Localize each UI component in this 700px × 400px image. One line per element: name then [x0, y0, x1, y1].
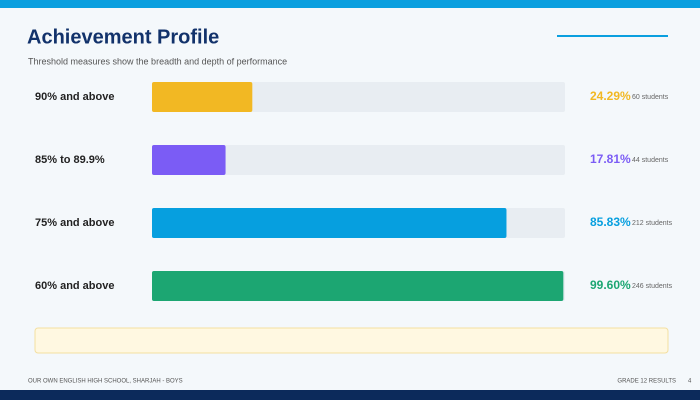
student-count: 212 students	[632, 220, 673, 227]
value-label: 24.29%	[590, 89, 631, 103]
value-label: 17.81%	[590, 152, 631, 166]
category-label: 60% and above	[35, 280, 114, 292]
category-label: 90% and above	[35, 91, 114, 103]
value-label: 85.83%	[590, 215, 631, 229]
subtitle: Threshold measures show the breadth and …	[28, 56, 287, 66]
bar	[152, 271, 564, 301]
footer-right: GRADE 12 RESULTS	[617, 379, 676, 385]
category-label: 75% and above	[35, 217, 114, 229]
footer-left: OUR OWN ENGLISH HIGH SCHOOL, SHARJAH - B…	[28, 379, 183, 385]
bar	[152, 145, 226, 175]
bar-track	[152, 82, 565, 112]
student-count: 246 students	[632, 283, 673, 290]
student-count: 60 students	[632, 94, 669, 101]
student-count: 44 students	[632, 157, 669, 164]
top-strip	[0, 0, 700, 8]
bottom-strip	[0, 390, 700, 400]
chart-title: Achievement Profile	[27, 26, 219, 48]
note-box	[34, 327, 669, 354]
value-label: 99.60%	[590, 278, 631, 292]
bar	[152, 208, 507, 238]
page-number: 4	[688, 379, 692, 385]
bar-track	[152, 145, 565, 175]
category-label: 85% to 89.9%	[35, 154, 105, 166]
bar	[152, 82, 253, 112]
